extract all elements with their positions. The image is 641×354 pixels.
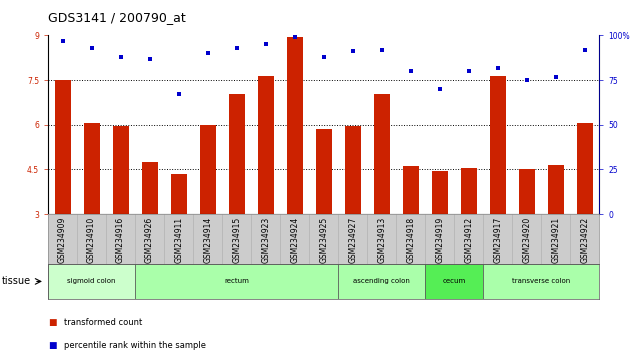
Point xyxy=(406,68,416,74)
Point xyxy=(174,92,184,97)
Point xyxy=(347,48,358,54)
Bar xyxy=(316,129,331,214)
Bar xyxy=(48,264,135,299)
Text: GSM234913: GSM234913 xyxy=(378,217,387,263)
Point xyxy=(115,54,126,60)
Text: GSM234911: GSM234911 xyxy=(174,217,183,263)
Text: percentile rank within the sample: percentile rank within the sample xyxy=(64,341,206,350)
Text: GSM234917: GSM234917 xyxy=(494,217,503,263)
Bar xyxy=(483,264,599,299)
Point xyxy=(87,45,97,51)
Point xyxy=(319,54,329,60)
Bar xyxy=(548,165,564,214)
Point xyxy=(463,68,474,74)
Point xyxy=(493,65,503,70)
Text: rectum: rectum xyxy=(224,279,249,284)
Point xyxy=(260,41,271,47)
Text: GSM234920: GSM234920 xyxy=(522,217,531,263)
Text: sigmoid colon: sigmoid colon xyxy=(67,279,116,284)
Text: ■: ■ xyxy=(48,341,56,350)
Point xyxy=(231,45,242,51)
Text: GSM234924: GSM234924 xyxy=(290,217,299,263)
Bar xyxy=(229,93,245,214)
Bar xyxy=(345,126,361,214)
Text: GSM234910: GSM234910 xyxy=(87,217,96,263)
Bar xyxy=(519,170,535,214)
Bar xyxy=(142,162,158,214)
Text: GSM234925: GSM234925 xyxy=(319,217,328,263)
Bar xyxy=(83,123,99,214)
Text: GSM234919: GSM234919 xyxy=(435,217,444,263)
Text: ■: ■ xyxy=(48,318,56,327)
Bar xyxy=(374,93,390,214)
Text: GSM234918: GSM234918 xyxy=(406,217,415,263)
Point xyxy=(203,50,213,56)
Bar xyxy=(425,264,483,299)
Bar xyxy=(461,168,477,214)
Text: GSM234926: GSM234926 xyxy=(145,217,154,263)
Point xyxy=(522,77,532,83)
Point xyxy=(144,56,154,62)
Text: GSM234915: GSM234915 xyxy=(232,217,241,263)
Text: GSM234914: GSM234914 xyxy=(203,217,212,263)
Point xyxy=(551,74,561,79)
Point xyxy=(579,47,590,52)
Bar xyxy=(258,76,274,214)
Text: GSM234916: GSM234916 xyxy=(116,217,125,263)
Point xyxy=(435,86,445,92)
Bar xyxy=(287,37,303,214)
Text: GSM234927: GSM234927 xyxy=(348,217,357,263)
Text: GSM234912: GSM234912 xyxy=(464,217,473,263)
Text: ascending colon: ascending colon xyxy=(353,279,410,284)
Point xyxy=(290,34,300,40)
Text: GSM234922: GSM234922 xyxy=(580,217,589,263)
Text: GSM234909: GSM234909 xyxy=(58,217,67,263)
Point xyxy=(58,38,68,44)
Point xyxy=(377,47,387,52)
Bar xyxy=(432,171,447,214)
Bar xyxy=(171,174,187,214)
Text: GSM234923: GSM234923 xyxy=(261,217,270,263)
Text: transformed count: transformed count xyxy=(64,318,142,327)
Bar xyxy=(403,166,419,214)
Text: cecum: cecum xyxy=(443,279,466,284)
Bar xyxy=(199,125,215,214)
Text: transverse colon: transverse colon xyxy=(512,279,570,284)
Bar xyxy=(338,264,425,299)
Text: GDS3141 / 200790_at: GDS3141 / 200790_at xyxy=(48,11,186,24)
Bar xyxy=(490,76,506,214)
Bar xyxy=(54,80,71,214)
Text: tissue: tissue xyxy=(2,276,31,286)
Bar xyxy=(135,264,338,299)
Text: GSM234921: GSM234921 xyxy=(551,217,560,263)
Bar xyxy=(113,126,129,214)
Bar xyxy=(577,123,593,214)
